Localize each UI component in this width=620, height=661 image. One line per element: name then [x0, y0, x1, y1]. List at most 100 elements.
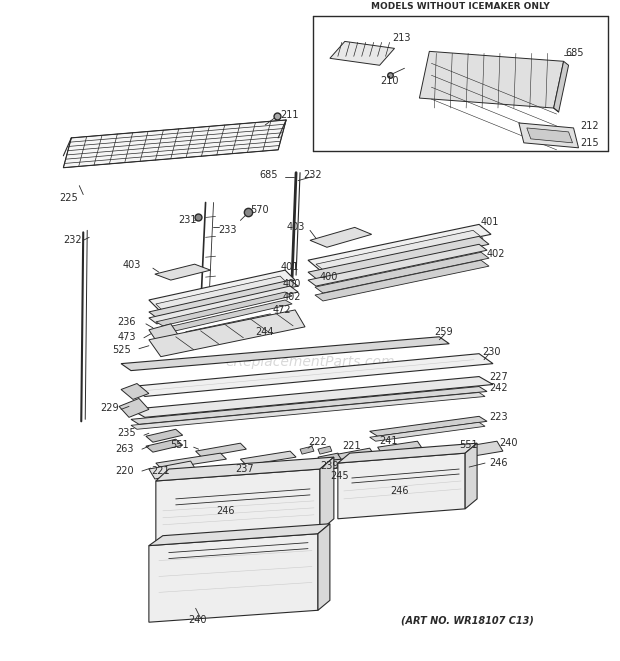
Polygon shape: [149, 461, 197, 479]
Text: 245: 245: [330, 471, 349, 481]
Polygon shape: [338, 448, 374, 460]
Polygon shape: [378, 441, 422, 453]
Text: 211: 211: [280, 110, 299, 120]
Text: 246: 246: [390, 486, 409, 496]
Polygon shape: [146, 439, 183, 452]
Text: 401: 401: [481, 217, 500, 227]
Text: 232: 232: [303, 170, 322, 180]
Text: 570: 570: [250, 206, 269, 215]
Text: 212: 212: [580, 121, 599, 131]
Polygon shape: [131, 387, 487, 424]
Text: 244: 244: [255, 327, 274, 337]
Polygon shape: [149, 310, 305, 357]
Polygon shape: [119, 399, 149, 417]
Polygon shape: [308, 245, 487, 286]
Text: 242: 242: [489, 383, 508, 393]
Text: MODELS WITHOUT ICEMAKER ONLY: MODELS WITHOUT ICEMAKER ONLY: [371, 1, 550, 11]
Polygon shape: [185, 314, 278, 338]
Polygon shape: [318, 446, 332, 454]
Text: 551: 551: [459, 440, 478, 450]
Text: (ART NO. WR18107 C13): (ART NO. WR18107 C13): [401, 615, 534, 625]
Polygon shape: [330, 42, 394, 65]
Polygon shape: [241, 451, 296, 465]
Text: 213: 213: [392, 34, 411, 44]
Text: 240: 240: [499, 438, 518, 448]
Polygon shape: [316, 231, 483, 272]
Text: 239: 239: [320, 461, 339, 471]
Polygon shape: [121, 383, 149, 399]
Polygon shape: [149, 270, 295, 310]
Polygon shape: [155, 264, 211, 280]
Polygon shape: [554, 61, 569, 112]
Text: 229: 229: [100, 403, 119, 413]
Text: 400: 400: [320, 272, 339, 282]
Text: 237: 237: [236, 464, 254, 474]
Polygon shape: [308, 224, 491, 270]
Text: 232: 232: [63, 235, 82, 245]
Text: 231: 231: [179, 215, 197, 225]
Polygon shape: [417, 446, 465, 459]
Polygon shape: [315, 253, 489, 293]
Polygon shape: [63, 120, 286, 168]
Polygon shape: [370, 416, 487, 436]
Text: 400: 400: [282, 279, 301, 289]
Text: 235: 235: [117, 428, 136, 438]
Polygon shape: [338, 443, 477, 463]
Text: 685: 685: [260, 170, 278, 180]
Polygon shape: [131, 377, 493, 417]
Text: 222: 222: [308, 437, 327, 447]
Text: 220: 220: [115, 466, 134, 476]
Text: 402: 402: [487, 249, 505, 259]
Text: 210: 210: [380, 76, 399, 86]
Text: 402: 402: [282, 292, 301, 302]
Polygon shape: [310, 227, 371, 247]
Polygon shape: [156, 469, 320, 543]
Text: 240: 240: [188, 615, 207, 625]
Polygon shape: [527, 128, 572, 143]
Text: 221: 221: [151, 466, 169, 476]
Polygon shape: [519, 123, 578, 148]
Text: 403: 403: [123, 260, 141, 270]
Polygon shape: [156, 453, 226, 469]
Polygon shape: [419, 52, 564, 108]
Polygon shape: [156, 292, 292, 326]
Text: 525: 525: [112, 344, 131, 355]
Text: 215: 215: [580, 138, 599, 148]
Text: 259: 259: [435, 327, 453, 337]
Text: 230: 230: [482, 347, 500, 357]
Polygon shape: [156, 457, 334, 481]
Text: 403: 403: [286, 222, 305, 233]
Text: 221: 221: [342, 441, 360, 451]
Text: 472: 472: [272, 305, 291, 315]
Polygon shape: [121, 337, 450, 371]
Polygon shape: [156, 276, 288, 312]
Text: 473: 473: [117, 332, 136, 342]
Polygon shape: [156, 300, 292, 334]
Polygon shape: [131, 393, 485, 429]
Polygon shape: [149, 280, 298, 318]
Polygon shape: [320, 457, 334, 531]
Polygon shape: [318, 453, 342, 463]
Polygon shape: [149, 533, 318, 622]
Text: 236: 236: [117, 317, 136, 327]
Polygon shape: [318, 524, 330, 610]
Polygon shape: [338, 453, 465, 519]
Polygon shape: [461, 441, 503, 457]
Polygon shape: [149, 324, 179, 342]
Polygon shape: [315, 260, 489, 301]
Polygon shape: [370, 422, 485, 441]
Polygon shape: [300, 446, 314, 454]
Text: 401: 401: [280, 262, 299, 272]
Polygon shape: [149, 286, 298, 324]
Text: 551: 551: [170, 440, 188, 450]
Text: 227: 227: [489, 371, 508, 381]
Text: 241: 241: [379, 436, 398, 446]
Text: eReplacementParts.com: eReplacementParts.com: [225, 355, 395, 369]
Text: 233: 233: [218, 225, 237, 235]
Text: 263: 263: [115, 444, 134, 454]
Polygon shape: [146, 429, 183, 442]
Text: 223: 223: [489, 412, 508, 422]
Text: 685: 685: [565, 48, 584, 58]
Text: 225: 225: [60, 192, 78, 202]
Polygon shape: [308, 237, 489, 280]
